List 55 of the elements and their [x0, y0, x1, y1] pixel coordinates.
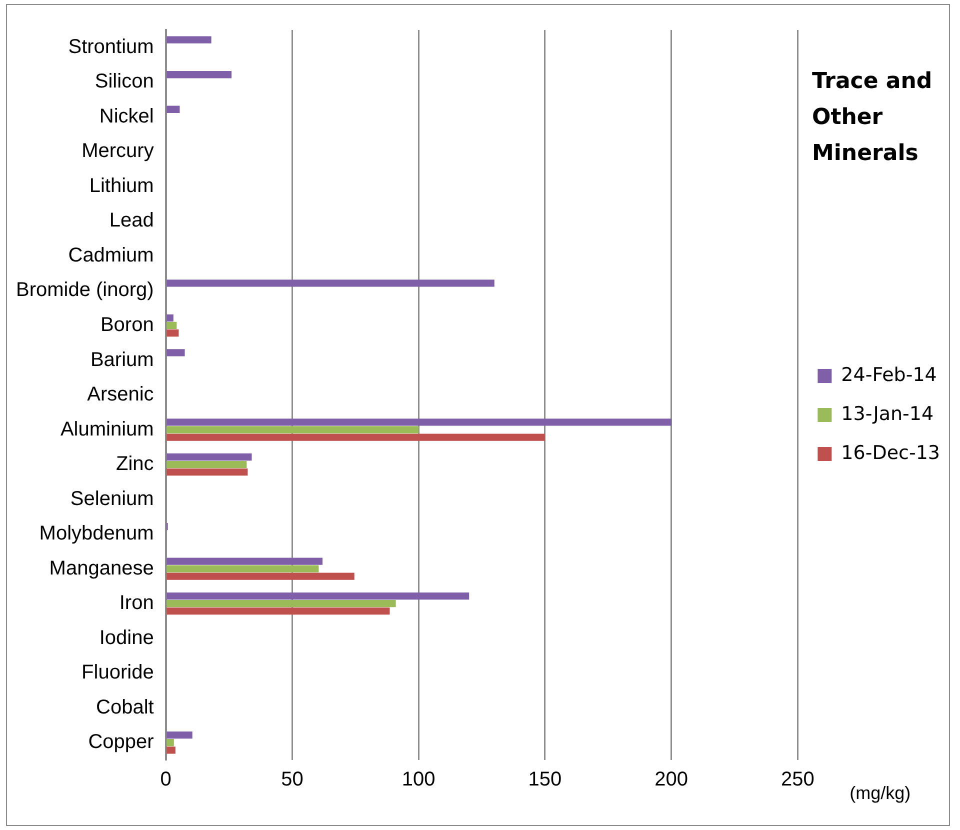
- y-tick-label: Cobalt: [96, 696, 154, 718]
- x-tick-label: 250: [780, 768, 814, 791]
- bar: [166, 426, 419, 434]
- x-tick-label: 150: [528, 768, 562, 791]
- bar: [166, 418, 672, 426]
- legend-label: 16-Dec-13: [841, 442, 940, 464]
- bar: [166, 739, 174, 746]
- y-tick-label: Iron: [119, 592, 154, 614]
- y-tick-label: Bromide (inorg): [16, 279, 154, 302]
- y-tick-label: Nickel: [99, 105, 154, 128]
- y-tick-label: Lithium: [89, 174, 154, 197]
- y-tick-label: Cadmium: [68, 244, 154, 266]
- y-tick-label: Aluminium: [60, 418, 154, 440]
- bar: [166, 280, 494, 287]
- bar: [166, 608, 390, 615]
- y-tick-label: Silicon: [94, 70, 154, 93]
- text: Trace and Other Minerals: [812, 68, 934, 168]
- bar: [166, 434, 545, 441]
- bar: [166, 329, 179, 337]
- y-tick-label: Fluoride: [82, 662, 154, 684]
- bar: [166, 592, 470, 600]
- bar: [166, 71, 232, 78]
- bar: [166, 558, 323, 565]
- y-tick-label: Arsenic: [87, 384, 154, 406]
- y-tick-label: Copper: [88, 731, 154, 754]
- bar: [166, 322, 177, 330]
- y-tick-label: Mercury: [82, 140, 154, 162]
- bar: [166, 746, 176, 754]
- x-tick-label: 0: [160, 768, 172, 791]
- y-tick-label: Zinc: [116, 453, 154, 476]
- bar: [166, 36, 212, 44]
- bar: [166, 468, 248, 476]
- x-axis-title: (mg/kg): [850, 782, 911, 803]
- bar: [166, 314, 174, 322]
- bar: [166, 572, 354, 580]
- y-tick-label: Manganese: [49, 557, 154, 580]
- x-tick-label: 100: [402, 768, 436, 791]
- bar: [166, 349, 185, 356]
- y-tick-label: Strontium: [68, 36, 154, 58]
- bar: [166, 565, 319, 572]
- y-tick-label: Molybdenum: [39, 522, 154, 545]
- x-tick-label: 200: [654, 768, 688, 791]
- bar: [166, 460, 247, 468]
- bar: [166, 453, 252, 461]
- x-tick-label: 50: [281, 768, 304, 791]
- y-tick-label: Boron: [100, 314, 154, 336]
- y-tick-label: Selenium: [70, 488, 154, 510]
- y-tick-label: Lead: [109, 210, 154, 232]
- y-tick-label: Iodine: [99, 626, 154, 649]
- legend-label: 24-Feb-14: [841, 364, 937, 386]
- bar: [166, 732, 192, 739]
- bar: [166, 106, 180, 113]
- y-tick-label: Barium: [90, 348, 154, 371]
- bar: [166, 600, 396, 608]
- legend-label: 13-Jan-14: [841, 402, 934, 425]
